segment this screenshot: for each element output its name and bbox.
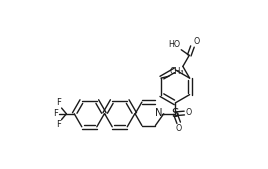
Text: HO: HO bbox=[169, 40, 181, 49]
Text: O: O bbox=[176, 124, 182, 133]
Text: N: N bbox=[155, 108, 162, 118]
Text: S: S bbox=[172, 107, 179, 120]
Text: F: F bbox=[56, 120, 61, 129]
Text: F: F bbox=[56, 98, 61, 107]
Text: O: O bbox=[185, 108, 192, 117]
Text: O: O bbox=[193, 37, 199, 46]
Text: F: F bbox=[53, 109, 58, 118]
Text: CH₃: CH₃ bbox=[169, 67, 184, 76]
